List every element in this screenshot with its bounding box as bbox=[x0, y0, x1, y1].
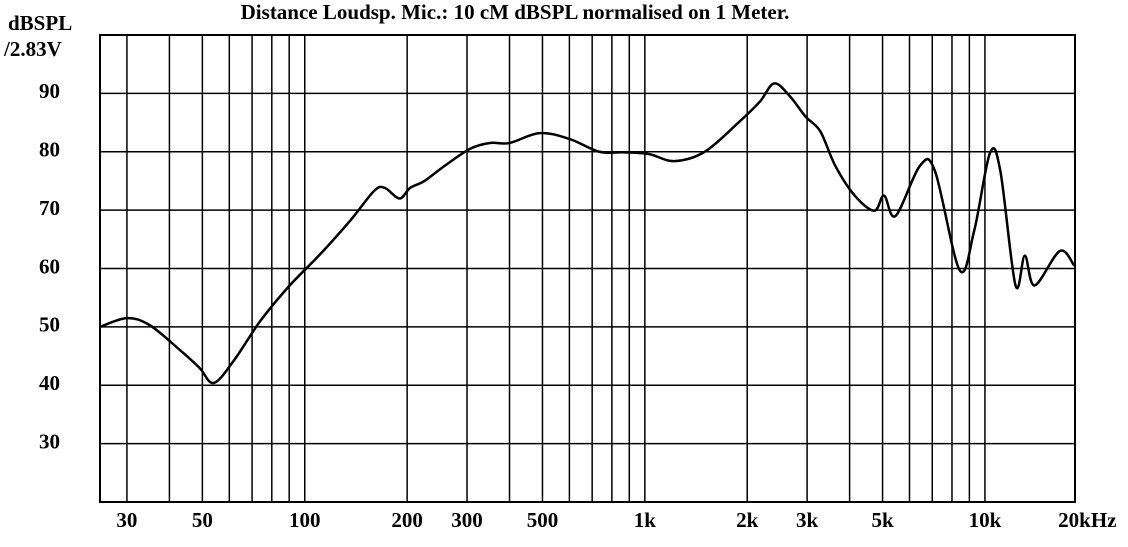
y-tick-label: 40 bbox=[39, 371, 60, 395]
response-curve bbox=[99, 82, 1076, 385]
y-tick-label: 60 bbox=[39, 254, 60, 278]
x-tick-label: 30 bbox=[116, 508, 137, 532]
x-tick-label: 3k bbox=[796, 508, 819, 532]
y-axis-label: /2.83V bbox=[3, 37, 62, 61]
y-tick-label: 50 bbox=[39, 313, 60, 337]
y-tick-label: 30 bbox=[39, 429, 60, 453]
x-tick-label: 5k bbox=[871, 508, 894, 532]
chart-title: Distance Loudsp. Mic.: 10 cM dBSPL norma… bbox=[241, 0, 790, 24]
x-tick-label: 300 bbox=[451, 508, 483, 532]
x-tick-label: 500 bbox=[527, 508, 559, 532]
x-tick-label: 2k bbox=[736, 508, 759, 532]
x-tick-label: 100 bbox=[289, 508, 321, 532]
y-tick-label: 90 bbox=[39, 79, 60, 103]
x-tick-label: 50 bbox=[192, 508, 213, 532]
x-tick-label: 1k bbox=[634, 508, 657, 532]
x-tick-label: 200 bbox=[391, 508, 423, 532]
y-tick-label: 80 bbox=[39, 138, 60, 162]
x-tick-label: 10k bbox=[969, 508, 1002, 532]
y-tick-label: 70 bbox=[39, 196, 60, 220]
y-axis-label: dBSPL bbox=[8, 11, 72, 35]
x-tick-label: 20kHz bbox=[1058, 508, 1116, 532]
